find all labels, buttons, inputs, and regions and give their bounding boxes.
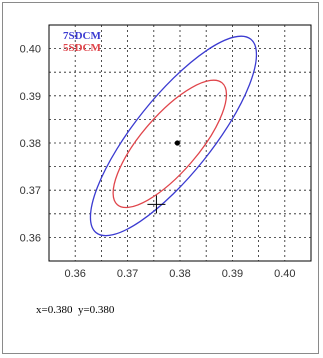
tick-labels: 0.36 0.37 0.38 0.39 0.40 0.40 0.39 0.38 0.37 0.36	[20, 44, 296, 280]
center-point-marker	[174, 140, 180, 146]
x-tick-label: 0.39	[222, 268, 243, 280]
x-readout: x=0.380	[36, 304, 73, 316]
y-tick-label: 0.38	[20, 138, 41, 150]
ellipses	[89, 35, 258, 237]
legend-7sdcm: 7SDCM	[63, 30, 102, 42]
chromaticity-panel: 0.36 0.37 0.38 0.39 0.40 0.40 0.39 0.38 0.37 0.36…	[2, 2, 319, 354]
y-tick-label: 0.39	[20, 91, 41, 103]
x-tick-label: 0.37	[117, 268, 138, 280]
x-tick-label: 0.36	[64, 268, 85, 280]
macadam-ellipse-chart: 0.36 0.37 0.38 0.39 0.400.400.390.380.370.36…	[20, 24, 312, 280]
y-tick-label: 0.37	[20, 185, 41, 197]
y-tick-label: 0.40	[20, 44, 41, 56]
legend-5sdcm: 5SDCM	[63, 42, 102, 54]
coordinate-readout: x=0.380 y=0.380	[36, 304, 114, 316]
ellipse-5sdcm	[112, 79, 228, 209]
markers	[147, 140, 180, 214]
x-tick-label: 0.38	[169, 268, 190, 280]
y-readout: y=0.380	[77, 304, 115, 316]
x-tick-label: 0.40	[274, 268, 295, 280]
ellipse-7sdcm	[89, 35, 258, 237]
y-tick-label: 0.36	[20, 232, 41, 244]
